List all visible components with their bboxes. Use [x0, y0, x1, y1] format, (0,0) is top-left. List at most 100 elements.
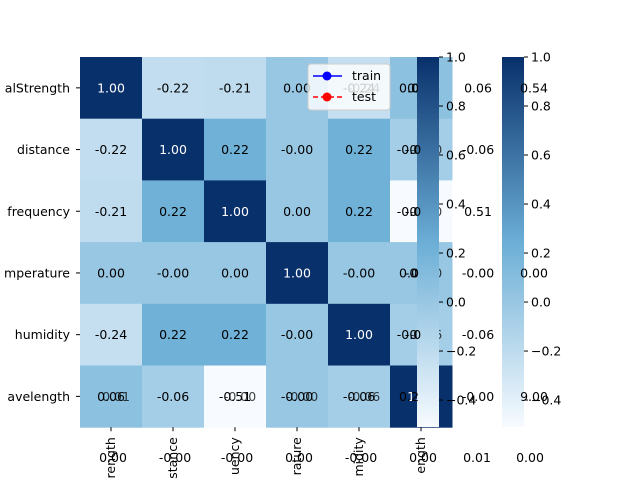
heatmap-cell	[204, 242, 267, 305]
heatmap-cell-label: 0.22	[221, 327, 249, 342]
heatmap-cell-label: -0.21	[219, 80, 251, 95]
heatmap-cell	[80, 180, 143, 243]
colorbar-tick-label: 0.2	[531, 246, 551, 261]
stray-column-label: -0.0	[397, 204, 421, 219]
stray-column-label: -0.00	[462, 265, 494, 280]
col-tick-label: rature	[289, 437, 304, 475]
heatmap-cell	[80, 118, 143, 181]
heatmap-cell	[142, 57, 205, 120]
heatmap-cell-label: 0.22	[159, 327, 187, 342]
heatmap-cell	[266, 180, 329, 243]
heatmap-cell	[80, 303, 143, 366]
heatmap-cell	[266, 303, 329, 366]
heatmap-cell	[80, 57, 143, 120]
row-tick-label: mperature	[4, 265, 70, 280]
legend-entry-train: train	[313, 68, 381, 83]
heatmap-cell-label: 0.00	[97, 265, 125, 280]
col-tick-label: midity	[351, 437, 366, 477]
heatmap-cell-label: 0.00	[283, 204, 311, 219]
heatmap-cell-label: 1.00	[159, 142, 187, 157]
heatmap-cell	[80, 365, 143, 428]
heatmap-cell	[328, 118, 391, 181]
stray-column-label: -0.06	[462, 142, 494, 157]
heatmap-cell-label: -0.00	[281, 142, 313, 157]
heatmap-cell-label: -0.22	[157, 80, 189, 95]
bottom-extra-label: 0.00	[516, 450, 544, 465]
heatmap-cell-label: -0.00	[281, 389, 313, 404]
heatmap-cell	[204, 118, 267, 181]
heatmap-cell-label: -0.00	[281, 327, 313, 342]
col-tick-label: rength	[103, 437, 118, 478]
legend: train test	[307, 63, 391, 111]
stray-column-label: 0.54	[520, 80, 548, 95]
heatmap-cell-label: -0.06	[343, 389, 375, 404]
heatmap-cell-label: 1.00	[283, 265, 311, 280]
heatmap-row-labels: alStrength distance frequency mperature humi…	[4, 80, 80, 404]
heatmap-cell	[142, 118, 205, 181]
heatmap-cell-label: 0.22	[159, 204, 187, 219]
heatmap-cell-label: 0.00	[221, 265, 249, 280]
stray-column-label: 0.51	[464, 204, 492, 219]
heatmap-cell-label: -0.24	[95, 327, 127, 342]
heatmap-cell	[328, 242, 391, 305]
heatmap-cell	[204, 303, 267, 366]
heatmap-cell-label: 0.00	[283, 80, 311, 95]
bottom-extra-labels: 0.01 0.00	[463, 450, 544, 465]
colorbar-tick-label: 0.0	[531, 295, 551, 310]
heatmap-cell-label: -0.00	[343, 265, 375, 280]
col-tick-label: stance	[165, 437, 180, 479]
colorbar-tick-label: 0.4	[446, 197, 466, 212]
row-tick-label: frequency	[7, 204, 70, 219]
heatmap-cell	[204, 57, 267, 120]
heatmap-cell-label: -0.51	[219, 389, 251, 404]
colorbar-tick-label: 0.8	[446, 99, 466, 114]
heatmap-cell-label: -0.21	[95, 204, 127, 219]
heatmap-cells	[80, 57, 453, 428]
row-tick-label: distance	[17, 142, 70, 157]
stray-column-label: -0.0	[397, 142, 421, 157]
colorbar-tick-label: 0.8	[531, 99, 551, 114]
stray-column-label: -0.00	[462, 389, 494, 404]
legend-test-marker	[322, 92, 332, 102]
heatmap-bottom-stray-labels: 0.00 -0.00 -0.00 0.00 -0.00 0.00	[99, 450, 437, 465]
heatmap-overlay-label: 0.01	[102, 389, 130, 404]
colorbars: 1.00.80.60.40.20.0−0.2−0.41.00.80.60.40.…	[417, 50, 561, 427]
heatmap-col-labels: rength stance uency rature midity ength	[103, 427, 428, 479]
stray-column-label: 0.06	[464, 80, 492, 95]
heatmap-cell-label: 1.00	[345, 327, 373, 342]
heatmap-cell	[266, 365, 329, 428]
heatmap-cell	[266, 242, 329, 305]
heatmap-cell-label: 1.00	[97, 80, 125, 95]
row-tick-label: alStrength	[5, 80, 70, 95]
bottom-stray-label: -0.00	[159, 450, 191, 465]
bottom-stray-label: 0.00	[99, 450, 127, 465]
heatmap-cell	[80, 242, 143, 305]
colorbar-tick-label: 1.0	[446, 50, 466, 65]
heatmap-cell	[204, 180, 267, 243]
stray-column-label: 9.00	[520, 389, 548, 404]
colorbar-1	[417, 57, 439, 427]
heatmap-cell	[142, 303, 205, 366]
stray-column-label: -0.0	[397, 327, 421, 342]
row-tick-label: avelength	[7, 389, 70, 404]
heatmap-overlay-label: -0.06	[348, 389, 380, 404]
stray-column-label: 0.0	[399, 265, 419, 280]
heatmap-cell	[142, 365, 205, 428]
heatmap-cell	[204, 365, 267, 428]
legend-test-label: test	[352, 89, 376, 104]
heatmap-cell-label: -0.22	[95, 142, 127, 157]
heatmap-cell-label: -0.00	[157, 265, 189, 280]
heatmap-overlay-label: -0.00	[286, 389, 318, 404]
heatmap-cell	[328, 180, 391, 243]
colorbar-tick-label: 0.0	[446, 295, 466, 310]
colorbar-tick-label: 0.6	[531, 148, 551, 163]
col-tick-label: uency	[227, 437, 242, 475]
heatmap-cell-label: 1.00	[221, 204, 249, 219]
colorbar-tick-label: −0.4	[446, 393, 476, 408]
heatmap-cell-label: 0.22	[345, 204, 373, 219]
heatmap-cell	[142, 242, 205, 305]
stray-column-label: 0.00	[520, 265, 548, 280]
colorbar-tick-label: −0.2	[531, 344, 561, 359]
stray-column-label: 0.2	[399, 389, 419, 404]
